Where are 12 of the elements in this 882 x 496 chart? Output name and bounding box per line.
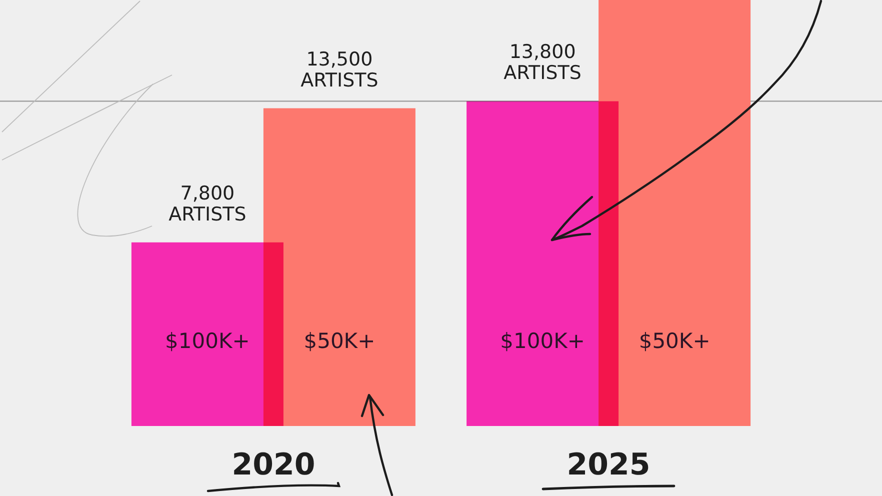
data-label: 13,800 ARTISTS bbox=[504, 41, 582, 84]
series-label: $100K+ bbox=[500, 329, 585, 353]
series-label: $50K+ bbox=[304, 329, 376, 353]
x-tick-label: 2020 bbox=[232, 448, 316, 482]
x-tick-label: 2025 bbox=[566, 448, 650, 482]
bar bbox=[131, 242, 284, 426]
data-label: 13,500 ARTISTS bbox=[300, 48, 378, 92]
bar bbox=[263, 108, 416, 426]
text: $100K+ bbox=[165, 329, 250, 353]
text: $50K+ bbox=[638, 329, 710, 353]
bar bbox=[466, 101, 619, 426]
data-label: 7,800 ARTISTS bbox=[168, 182, 246, 226]
